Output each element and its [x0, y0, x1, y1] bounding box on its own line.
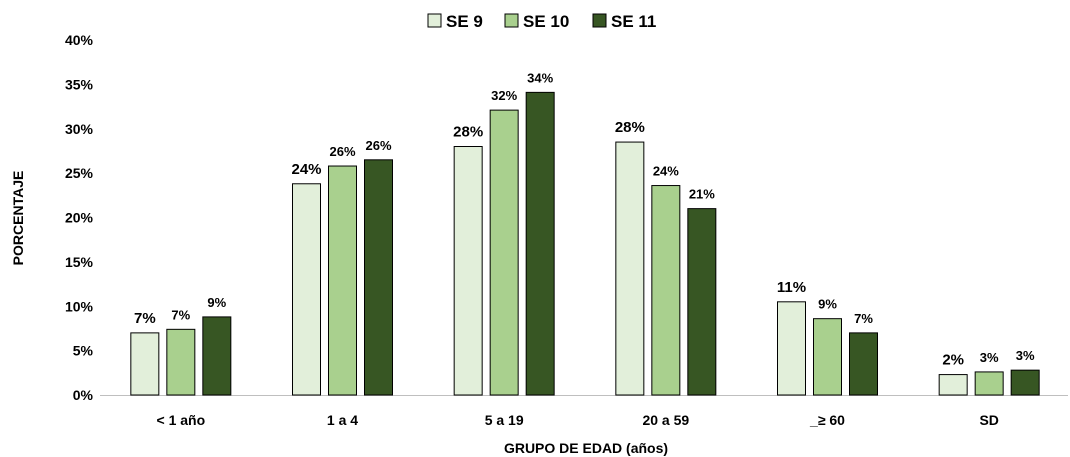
- y-tick-label: 20%: [65, 210, 94, 226]
- y-axis: 0% 5% 10% 15% 20% 25% 30% 35% 40%: [65, 32, 94, 403]
- bar: [1010, 369, 1040, 396]
- y-tick-label: 0%: [73, 387, 94, 403]
- bar: [938, 374, 968, 396]
- data-label: 7%: [134, 310, 156, 327]
- bar: [166, 328, 196, 396]
- bar: [813, 318, 842, 396]
- data-label: 28%: [615, 119, 645, 136]
- legend-swatch: [427, 13, 442, 28]
- y-axis-title: PORCENTAJE: [10, 171, 26, 266]
- data-label: 32%: [491, 88, 517, 103]
- legend-label: SE 11: [611, 12, 656, 31]
- bar: [489, 109, 519, 396]
- y-tick-label: 35%: [65, 76, 94, 92]
- data-label: 26%: [329, 144, 355, 159]
- x-category-label: 20 a 59: [642, 412, 689, 428]
- data-label-group: 7% 7% 9% 24% 26% 26% 28% 32% 34% 28% 24% 21% 11% 9% 7%…: [134, 70, 1035, 368]
- data-label: 11%: [777, 279, 806, 296]
- data-label: 7%: [854, 311, 873, 326]
- bar: [777, 301, 806, 396]
- y-tick-label: 40%: [65, 32, 94, 48]
- data-label: 34%: [527, 70, 553, 85]
- data-label: 24%: [653, 164, 679, 179]
- chart-legend: SE 9 SE 10 SE 11: [427, 12, 656, 31]
- bar: [687, 208, 717, 396]
- x-category-label: < 1 año: [157, 412, 206, 428]
- data-label: 3%: [980, 350, 999, 365]
- x-axis: < 1 año 1 a 4 5 a 19 20 a 59 _≥ 60 SD: [100, 395, 1068, 428]
- bar: [130, 332, 160, 396]
- data-label: 9%: [207, 295, 226, 310]
- bar: [202, 316, 232, 396]
- x-category-label: _≥ 60: [809, 412, 845, 428]
- y-tick-label: 15%: [65, 254, 94, 270]
- y-tick-label: 30%: [65, 121, 94, 137]
- x-category-label: 5 a 19: [485, 412, 524, 428]
- bar: [974, 371, 1004, 396]
- data-label: 28%: [453, 124, 483, 141]
- legend-label: SE 9: [446, 12, 483, 31]
- bar: [849, 332, 878, 396]
- bar-series-group: [130, 91, 1040, 396]
- legend-swatch: [592, 13, 607, 28]
- y-tick-label: 5%: [73, 343, 94, 359]
- x-category-label: SD: [979, 412, 998, 428]
- bar: [615, 141, 645, 396]
- data-label: 21%: [689, 187, 715, 202]
- bar: [364, 159, 393, 396]
- x-category-label: 1 a 4: [327, 412, 358, 428]
- bar: [453, 146, 483, 396]
- data-label: 3%: [1016, 348, 1035, 363]
- legend-swatch: [504, 13, 519, 28]
- data-label: 2%: [942, 352, 964, 369]
- data-label: 24%: [291, 161, 321, 178]
- data-label: 26%: [365, 138, 391, 153]
- bar: [328, 165, 357, 396]
- y-tick-label: 10%: [65, 298, 94, 314]
- legend-label: SE 10: [523, 12, 569, 31]
- bar: [525, 91, 555, 396]
- y-tick-label: 25%: [65, 165, 94, 181]
- data-label: 9%: [818, 297, 837, 312]
- bar: [651, 185, 681, 396]
- bar: [292, 183, 321, 396]
- x-axis-title: GRUPO DE EDAD (años): [504, 440, 668, 456]
- data-label: 7%: [171, 307, 190, 322]
